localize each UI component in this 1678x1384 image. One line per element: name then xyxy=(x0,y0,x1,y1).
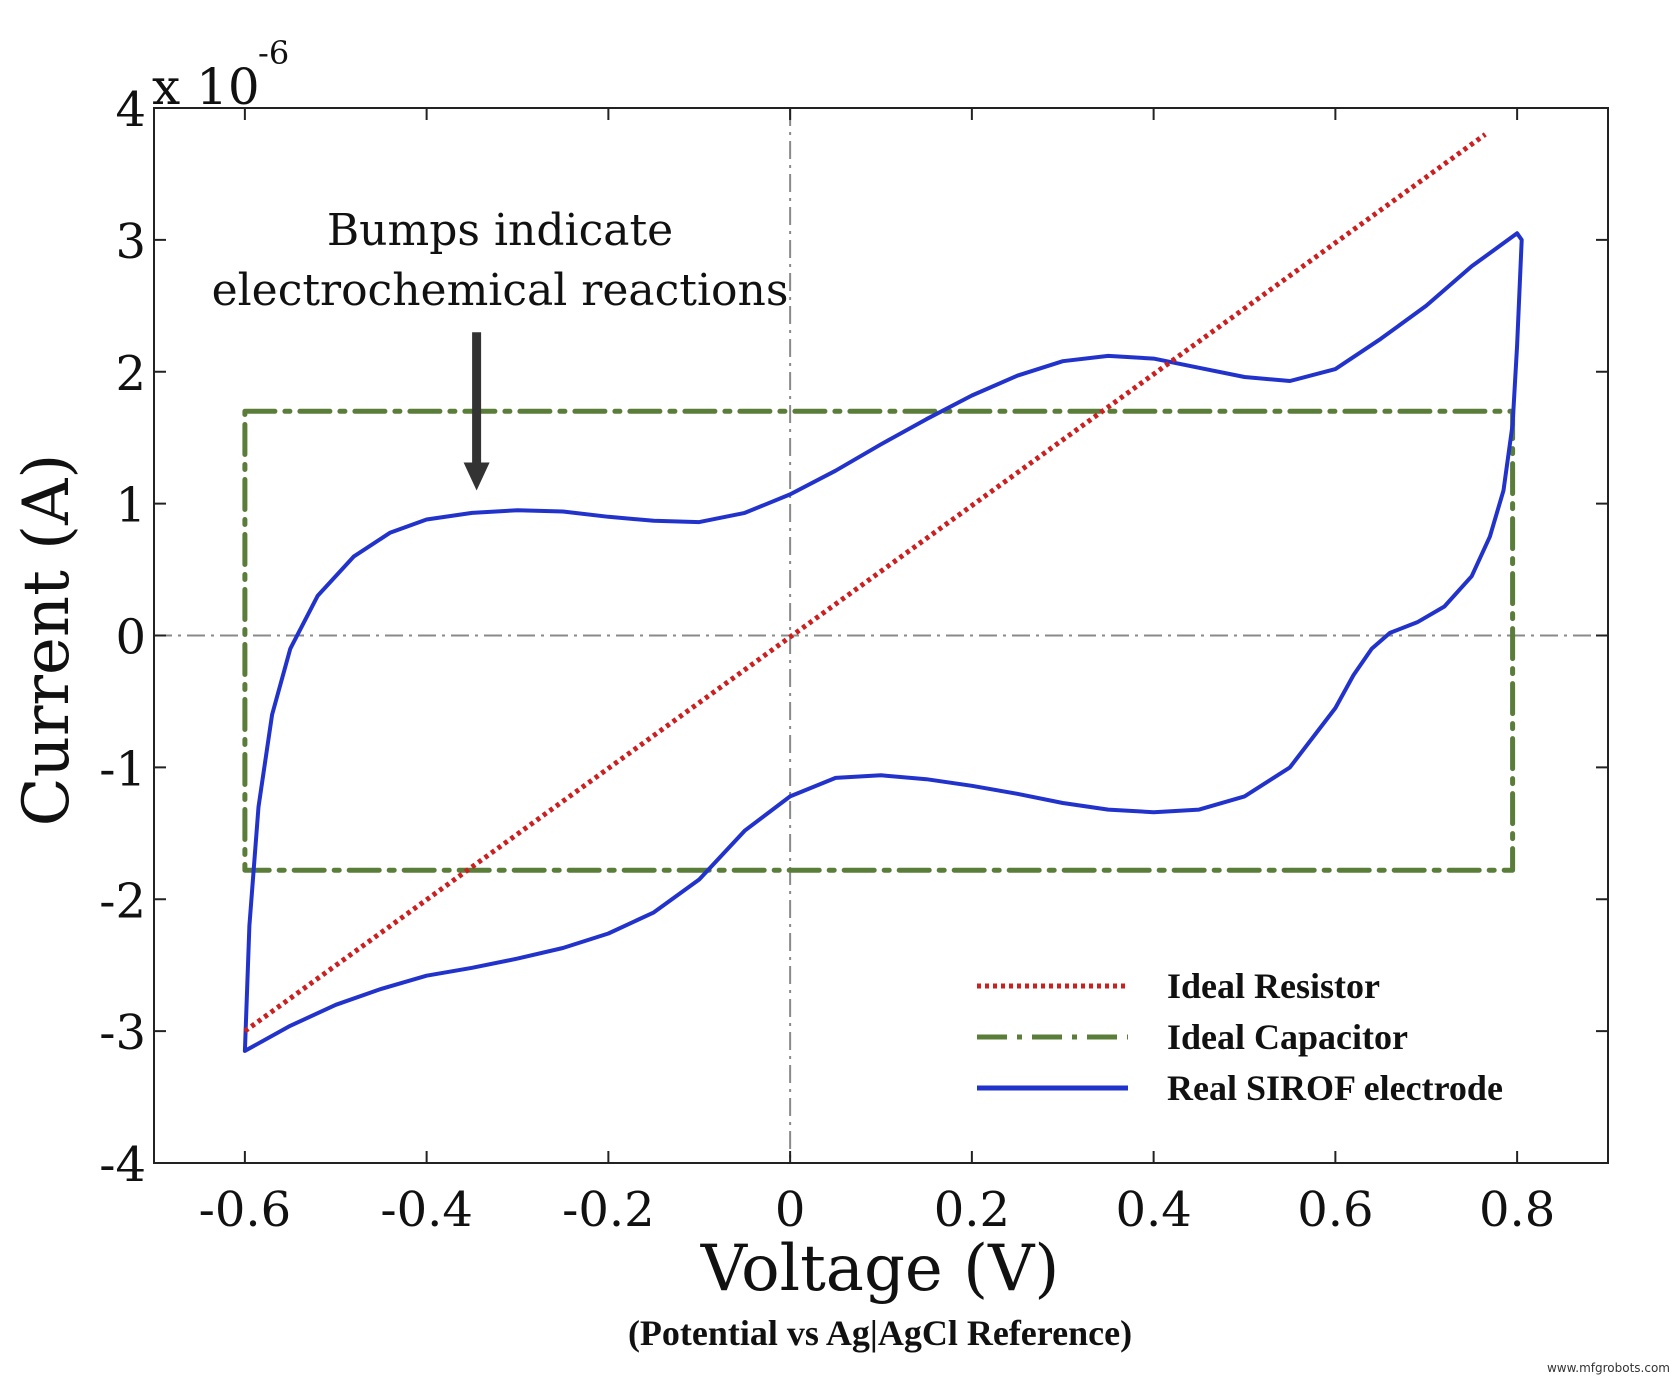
x-tick-label: 0.2 xyxy=(934,1182,1010,1238)
y-scale-factor: x 10 xyxy=(152,58,260,116)
y-tick-label: 1 xyxy=(115,478,146,534)
legend-label-real-sirof-electrode: Real SIROF electrode xyxy=(1167,1068,1503,1108)
y-tick-label: -2 xyxy=(99,873,146,929)
legend-label-ideal-capacitor: Ideal Capacitor xyxy=(1167,1017,1408,1057)
series-real-sirof-electrode xyxy=(242,231,1524,1053)
series-ideal-capacitor xyxy=(242,408,1516,873)
x-tick-label: -0.2 xyxy=(562,1182,655,1238)
y-tick-label: -4 xyxy=(99,1137,146,1193)
reference-lines xyxy=(154,108,1608,1163)
y-scale-exponent: -6 xyxy=(258,34,289,72)
watermark: www.mfgrobots.com xyxy=(1547,1361,1670,1375)
annotation-line-2: electrochemical reactions xyxy=(212,265,789,316)
y-axis-title: Current (A) xyxy=(10,454,84,827)
y-tick-label: 0 xyxy=(115,610,146,666)
annotation-arrow-head xyxy=(463,462,490,491)
y-tick-label: -3 xyxy=(99,1005,146,1061)
x-axis-subtitle: (Potential vs Ag|AgCl Reference) xyxy=(628,1313,1132,1353)
series-ideal-resistor xyxy=(243,132,1487,1034)
y-tick-label: -1 xyxy=(99,741,146,797)
legend: Ideal Resistor Ideal Capacitor Real SIROF … xyxy=(977,966,1503,1108)
x-tick-label: -0.6 xyxy=(199,1182,292,1238)
annotation: Bumps indicate electrochemical reactions xyxy=(212,205,789,491)
tick-label-layer: -0.6 -0.4 -0.2 0 0.2 0.4 0.6 0.8 -4 -3 -2 -1 0 1 2 3 4 xyxy=(99,82,1555,1238)
x-tick-label: -0.4 xyxy=(380,1182,473,1238)
x-tick-label: 0.8 xyxy=(1479,1182,1555,1238)
x-tick-label: 0.6 xyxy=(1297,1182,1373,1238)
x-axis-title: Voltage (V) xyxy=(700,1232,1060,1306)
annotation-line-1: Bumps indicate xyxy=(327,205,673,256)
x-tick-label: 0 xyxy=(775,1182,806,1238)
y-tick-label: 3 xyxy=(115,214,146,270)
tick-layer xyxy=(154,107,1608,1164)
y-tick-label: 4 xyxy=(115,82,146,138)
y-tick-label: 2 xyxy=(115,346,146,402)
x-tick-label: 0.4 xyxy=(1115,1182,1191,1238)
legend-label-ideal-resistor: Ideal Resistor xyxy=(1167,966,1380,1006)
series-layer xyxy=(242,132,1524,1053)
